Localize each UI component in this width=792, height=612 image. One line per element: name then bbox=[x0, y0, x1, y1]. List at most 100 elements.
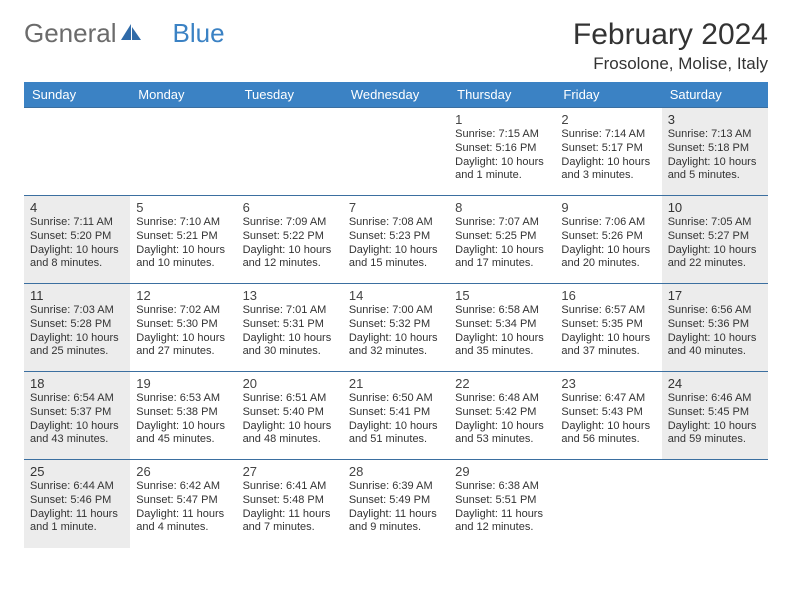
day-number: 14 bbox=[349, 288, 443, 303]
sunrise-text: Sunrise: 6:54 AM bbox=[30, 392, 124, 406]
daylight-text: and 4 minutes. bbox=[136, 521, 230, 535]
day-number: 23 bbox=[561, 376, 655, 391]
daylight-text: Daylight: 10 hours bbox=[30, 420, 124, 434]
daylight-text: and 59 minutes. bbox=[668, 433, 762, 447]
sunrise-text: Sunrise: 6:50 AM bbox=[349, 392, 443, 406]
day-number: 21 bbox=[349, 376, 443, 391]
day-cell: 26Sunrise: 6:42 AMSunset: 5:47 PMDayligh… bbox=[130, 460, 236, 548]
sunrise-text: Sunrise: 7:01 AM bbox=[243, 304, 337, 318]
day-number: 18 bbox=[30, 376, 124, 391]
daylight-text: and 10 minutes. bbox=[136, 257, 230, 271]
day-cell: 18Sunrise: 6:54 AMSunset: 5:37 PMDayligh… bbox=[24, 372, 130, 460]
daylight-text: and 48 minutes. bbox=[243, 433, 337, 447]
weekday-header: Thursday bbox=[449, 82, 555, 108]
day-cell: 14Sunrise: 7:00 AMSunset: 5:32 PMDayligh… bbox=[343, 284, 449, 372]
day-number: 15 bbox=[455, 288, 549, 303]
sunrise-text: Sunrise: 7:15 AM bbox=[455, 128, 549, 142]
day-cell: 5Sunrise: 7:10 AMSunset: 5:21 PMDaylight… bbox=[130, 196, 236, 284]
daylight-text: Daylight: 11 hours bbox=[30, 508, 124, 522]
location: Frosolone, Molise, Italy bbox=[573, 54, 768, 74]
sunrise-text: Sunrise: 7:09 AM bbox=[243, 216, 337, 230]
daylight-text: Daylight: 10 hours bbox=[455, 332, 549, 346]
weekday-header: Saturday bbox=[662, 82, 768, 108]
daylight-text: Daylight: 10 hours bbox=[561, 156, 655, 170]
daylight-text: Daylight: 10 hours bbox=[243, 420, 337, 434]
sunrise-text: Sunrise: 7:03 AM bbox=[30, 304, 124, 318]
day-cell: 9Sunrise: 7:06 AMSunset: 5:26 PMDaylight… bbox=[555, 196, 661, 284]
day-number: 16 bbox=[561, 288, 655, 303]
sunset-text: Sunset: 5:31 PM bbox=[243, 318, 337, 332]
day-cell: 1Sunrise: 7:15 AMSunset: 5:16 PMDaylight… bbox=[449, 108, 555, 196]
daylight-text: and 32 minutes. bbox=[349, 345, 443, 359]
sunset-text: Sunset: 5:43 PM bbox=[561, 406, 655, 420]
sunrise-text: Sunrise: 7:11 AM bbox=[30, 216, 124, 230]
day-number: 1 bbox=[455, 112, 549, 127]
sunset-text: Sunset: 5:49 PM bbox=[349, 494, 443, 508]
day-number: 12 bbox=[136, 288, 230, 303]
calendar-page: General Blue February 2024 Frosolone, Mo… bbox=[0, 0, 792, 568]
sunset-text: Sunset: 5:25 PM bbox=[455, 230, 549, 244]
sunset-text: Sunset: 5:35 PM bbox=[561, 318, 655, 332]
sunset-text: Sunset: 5:45 PM bbox=[668, 406, 762, 420]
daylight-text: and 17 minutes. bbox=[455, 257, 549, 271]
sunset-text: Sunset: 5:16 PM bbox=[455, 142, 549, 156]
day-number: 25 bbox=[30, 464, 124, 479]
daylight-text: and 9 minutes. bbox=[349, 521, 443, 535]
day-number: 19 bbox=[136, 376, 230, 391]
weekday-header: Monday bbox=[130, 82, 236, 108]
day-number: 17 bbox=[668, 288, 762, 303]
daylight-text: and 12 minutes. bbox=[243, 257, 337, 271]
daylight-text: and 1 minute. bbox=[455, 169, 549, 183]
daylight-text: and 25 minutes. bbox=[30, 345, 124, 359]
day-number: 22 bbox=[455, 376, 549, 391]
day-cell bbox=[130, 108, 236, 196]
day-cell bbox=[237, 108, 343, 196]
daylight-text: and 15 minutes. bbox=[349, 257, 443, 271]
sunset-text: Sunset: 5:48 PM bbox=[243, 494, 337, 508]
sunset-text: Sunset: 5:21 PM bbox=[136, 230, 230, 244]
day-cell: 23Sunrise: 6:47 AMSunset: 5:43 PMDayligh… bbox=[555, 372, 661, 460]
weekday-header: Sunday bbox=[24, 82, 130, 108]
sunset-text: Sunset: 5:40 PM bbox=[243, 406, 337, 420]
day-cell: 4Sunrise: 7:11 AMSunset: 5:20 PMDaylight… bbox=[24, 196, 130, 284]
sunrise-text: Sunrise: 6:51 AM bbox=[243, 392, 337, 406]
daylight-text: and 35 minutes. bbox=[455, 345, 549, 359]
day-number: 29 bbox=[455, 464, 549, 479]
day-cell bbox=[343, 108, 449, 196]
daylight-text: and 40 minutes. bbox=[668, 345, 762, 359]
sunset-text: Sunset: 5:30 PM bbox=[136, 318, 230, 332]
sunset-text: Sunset: 5:20 PM bbox=[30, 230, 124, 244]
daylight-text: and 56 minutes. bbox=[561, 433, 655, 447]
sunrise-text: Sunrise: 6:44 AM bbox=[30, 480, 124, 494]
daylight-text: Daylight: 11 hours bbox=[136, 508, 230, 522]
sunset-text: Sunset: 5:47 PM bbox=[136, 494, 230, 508]
sunrise-text: Sunrise: 6:41 AM bbox=[243, 480, 337, 494]
sunrise-text: Sunrise: 6:47 AM bbox=[561, 392, 655, 406]
sunrise-text: Sunrise: 7:00 AM bbox=[349, 304, 443, 318]
day-number: 20 bbox=[243, 376, 337, 391]
daylight-text: and 12 minutes. bbox=[455, 521, 549, 535]
daylight-text: Daylight: 10 hours bbox=[668, 420, 762, 434]
sunrise-text: Sunrise: 7:05 AM bbox=[668, 216, 762, 230]
week-row: 25Sunrise: 6:44 AMSunset: 5:46 PMDayligh… bbox=[24, 460, 768, 548]
day-number: 11 bbox=[30, 288, 124, 303]
day-cell: 16Sunrise: 6:57 AMSunset: 5:35 PMDayligh… bbox=[555, 284, 661, 372]
day-cell: 24Sunrise: 6:46 AMSunset: 5:45 PMDayligh… bbox=[662, 372, 768, 460]
sunrise-text: Sunrise: 6:57 AM bbox=[561, 304, 655, 318]
day-number: 26 bbox=[136, 464, 230, 479]
daylight-text: Daylight: 10 hours bbox=[30, 244, 124, 258]
daylight-text: and 7 minutes. bbox=[243, 521, 337, 535]
weekday-header-row: Sunday Monday Tuesday Wednesday Thursday… bbox=[24, 82, 768, 108]
day-number: 28 bbox=[349, 464, 443, 479]
daylight-text: Daylight: 10 hours bbox=[668, 244, 762, 258]
day-number: 10 bbox=[668, 200, 762, 215]
day-number: 27 bbox=[243, 464, 337, 479]
sunset-text: Sunset: 5:36 PM bbox=[668, 318, 762, 332]
daylight-text: Daylight: 10 hours bbox=[243, 332, 337, 346]
sunrise-text: Sunrise: 6:53 AM bbox=[136, 392, 230, 406]
day-cell: 25Sunrise: 6:44 AMSunset: 5:46 PMDayligh… bbox=[24, 460, 130, 548]
day-cell: 8Sunrise: 7:07 AMSunset: 5:25 PMDaylight… bbox=[449, 196, 555, 284]
day-number: 3 bbox=[668, 112, 762, 127]
sunrise-text: Sunrise: 7:06 AM bbox=[561, 216, 655, 230]
day-cell bbox=[555, 460, 661, 548]
